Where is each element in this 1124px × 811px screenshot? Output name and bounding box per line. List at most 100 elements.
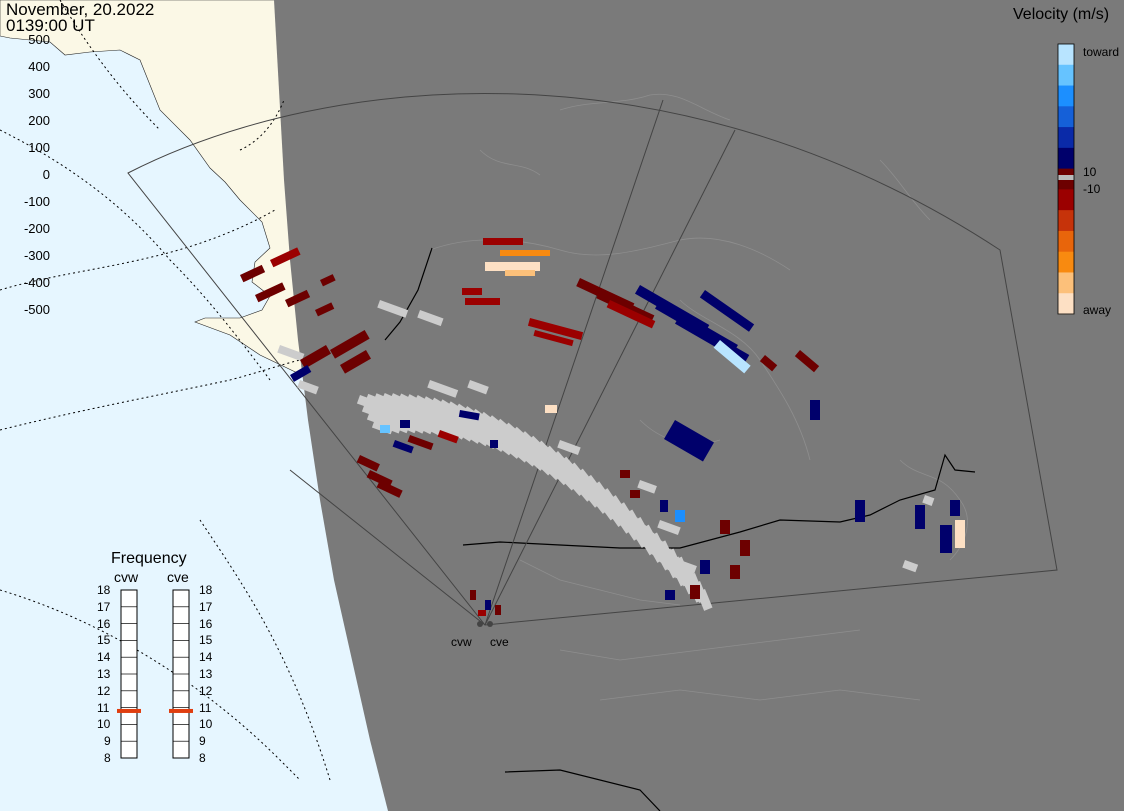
velocity-tick: 0 [42, 167, 50, 182]
velocity-cell [713, 340, 751, 374]
ground-scatter-cell [657, 520, 681, 536]
velocity-cells [239, 238, 965, 616]
ground-scatter-cell [922, 495, 935, 506]
velocity-tick: 200 [28, 113, 50, 128]
frequency-tick-right: 14 [199, 650, 213, 665]
velocity-cell [500, 250, 550, 256]
frequency-tick-right: 15 [199, 633, 213, 648]
velocity-cell [955, 520, 965, 548]
velocity-tick: -400 [23, 275, 50, 290]
frequency-tick-left: 8 [104, 751, 111, 765]
velocity-cell [675, 510, 685, 522]
velocity-cell [810, 400, 820, 420]
velocity-cell [392, 440, 414, 454]
velocity-tick: -500 [23, 302, 50, 317]
frequency-tick-left: 18 [97, 583, 111, 597]
velocity-cell [915, 505, 925, 529]
velocity-cell [470, 590, 476, 600]
ground-scatter-cell [467, 380, 489, 395]
velocity-cell [759, 354, 778, 372]
frequency-panel-title: Frequency [111, 550, 187, 567]
colorbar-segment [1058, 147, 1074, 170]
velocity-cell [437, 429, 459, 444]
velocity-cell [376, 479, 403, 498]
velocity-cell [485, 262, 540, 271]
velocity-cell [505, 270, 535, 276]
velocity-cell [329, 330, 370, 359]
velocity-cell [458, 410, 480, 421]
colorbar-segment [1058, 127, 1074, 149]
velocity-cell [407, 435, 434, 451]
frequency-tick-right: 17 [199, 599, 213, 614]
colorbar-segment [1058, 189, 1074, 211]
geo-grid [0, 0, 331, 781]
colorbar-segment [1058, 85, 1074, 107]
frequency-tick-right: 8 [199, 751, 206, 765]
velocity-cell [690, 585, 700, 599]
velocity-cell [239, 264, 266, 283]
radar-name-cvw: cvw [114, 569, 139, 585]
colorbar-segment [1058, 210, 1074, 232]
velocity-tick: 300 [28, 86, 50, 101]
ground-scatter-cell [637, 479, 657, 494]
velocity-tick: -100 [23, 194, 50, 209]
radar-sites [477, 621, 493, 627]
frequency-tick-right: 12 [199, 683, 213, 698]
velocity-cell [730, 565, 740, 579]
velocity-cell [320, 274, 336, 287]
velocity-cell [699, 290, 755, 332]
velocity-cell [356, 455, 380, 472]
frequency-marker [117, 708, 141, 713]
velocity-cell [400, 420, 410, 428]
frequency-tick-left: 11 [97, 700, 110, 715]
velocity-cell [940, 525, 952, 553]
frequency-tick-right: 11 [199, 700, 212, 715]
colorbar-segment [1058, 251, 1074, 273]
velocity-cell [290, 365, 312, 382]
velocity-tick: 500 [28, 32, 50, 47]
radar-name-cve: cve [167, 569, 189, 585]
velocity-cell [950, 500, 960, 516]
velocity-tick: -200 [23, 221, 50, 236]
velocity-cell [270, 247, 301, 268]
velocity-tick: -300 [23, 248, 50, 263]
frequency-tick-left: 14 [97, 650, 111, 665]
velocity-tick: 100 [28, 140, 50, 155]
radar-label-cve: cve [490, 635, 509, 649]
frequency-marker [169, 708, 193, 713]
frequency-tick-left: 10 [97, 717, 111, 732]
colorbar-segment [1058, 293, 1074, 315]
frequency-tick-right: 9 [199, 734, 206, 749]
frequency-tick-right: 18 [199, 583, 213, 597]
velocity-legend-title: Velocity (m/s) [1013, 6, 1110, 23]
time-label: 0139:00 UT [6, 16, 95, 35]
velocity-cell [380, 425, 390, 433]
velocity-cell [478, 610, 486, 616]
velocity-cell [483, 238, 523, 245]
ground-scatter-cell [696, 589, 713, 611]
velocity-cell [620, 470, 630, 478]
velocity-cell [485, 600, 491, 610]
radar-site-cve[interactable] [487, 621, 493, 627]
frequency-tick-left: 16 [97, 616, 111, 631]
velocity-cell [740, 540, 750, 556]
ground-scatter-cell [427, 380, 459, 398]
velocity-cell [527, 317, 584, 340]
velocity-cell [465, 298, 500, 305]
frequency-tick-left: 12 [97, 683, 111, 698]
velocity-cell [462, 288, 482, 295]
frequency-tick-left: 17 [97, 599, 111, 614]
colorbar-segment [1058, 44, 1074, 66]
velocity-cell [545, 405, 557, 413]
radar-site-cvw[interactable] [477, 621, 483, 627]
velocity-cell [794, 349, 820, 373]
velocity-cell [606, 299, 656, 329]
velocity-cell [339, 350, 371, 374]
frequency-boxes [117, 589, 193, 759]
velocity-cell [720, 520, 730, 534]
velocity-cell [630, 490, 640, 498]
velocity-cell [665, 590, 675, 600]
radar-label-cvw: cvw [451, 635, 472, 649]
